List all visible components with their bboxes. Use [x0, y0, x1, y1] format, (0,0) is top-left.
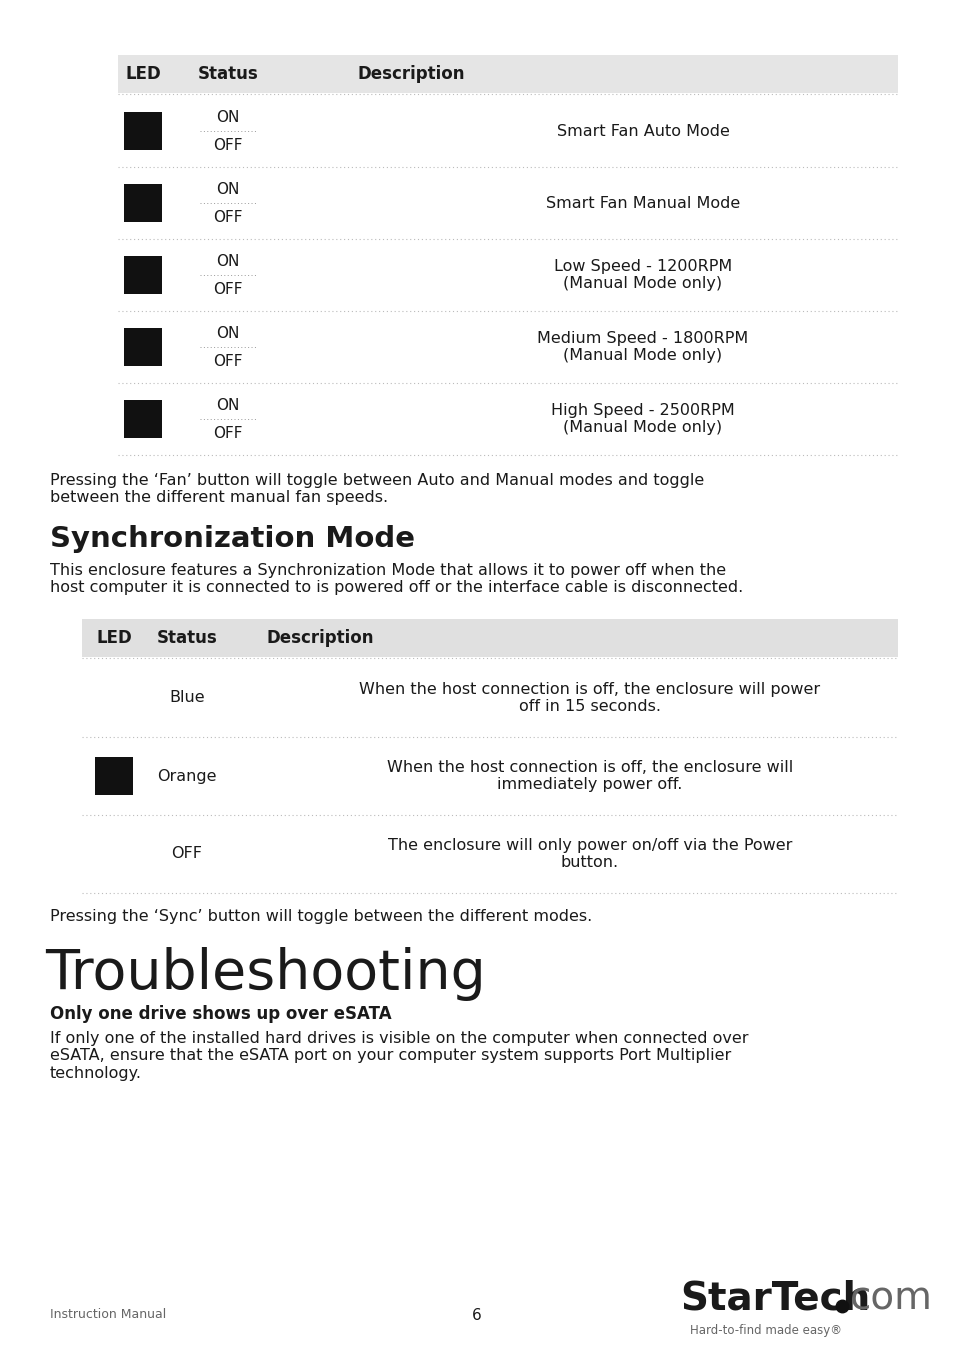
- Text: Description: Description: [357, 65, 465, 83]
- Bar: [124, 112, 162, 151]
- Text: High Speed - 2500RPM
(Manual Mode only): High Speed - 2500RPM (Manual Mode only): [551, 402, 734, 436]
- Text: Orange: Orange: [157, 768, 216, 784]
- Text: Smart Fan Auto Mode: Smart Fan Auto Mode: [556, 124, 729, 139]
- Text: Troubleshooting: Troubleshooting: [45, 947, 485, 1001]
- Text: Pressing the ‘Sync’ button will toggle between the different modes.: Pressing the ‘Sync’ button will toggle b…: [50, 909, 592, 924]
- Text: com: com: [849, 1280, 932, 1318]
- Text: When the host connection is off, the enclosure will
immediately power off.: When the host connection is off, the enc…: [387, 760, 792, 792]
- Text: Low Speed - 1200RPM
(Manual Mode only): Low Speed - 1200RPM (Manual Mode only): [554, 258, 731, 292]
- Text: Status: Status: [156, 629, 217, 647]
- Text: Medium Speed - 1800RPM
(Manual Mode only): Medium Speed - 1800RPM (Manual Mode only…: [537, 331, 748, 363]
- Text: When the host connection is off, the enclosure will power
off in 15 seconds.: When the host connection is off, the enc…: [359, 682, 820, 714]
- Bar: [124, 184, 162, 222]
- Text: Status: Status: [197, 65, 258, 83]
- Bar: [95, 757, 132, 795]
- Text: This enclosure features a Synchronization Mode that allows it to power off when : This enclosure features a Synchronizatio…: [50, 564, 742, 596]
- Text: StarTech: StarTech: [679, 1280, 869, 1318]
- Bar: [118, 55, 897, 93]
- Text: Instruction Manual: Instruction Manual: [50, 1309, 166, 1322]
- Text: ON: ON: [216, 253, 239, 269]
- Text: Description: Description: [267, 629, 375, 647]
- Bar: [82, 619, 897, 656]
- Text: ON: ON: [216, 325, 239, 340]
- Text: ON: ON: [216, 398, 239, 413]
- Text: LED: LED: [96, 629, 132, 647]
- Text: Only one drive shows up over eSATA: Only one drive shows up over eSATA: [50, 1005, 392, 1024]
- Text: ON: ON: [216, 182, 239, 196]
- Text: 6: 6: [472, 1307, 481, 1322]
- Text: OFF: OFF: [213, 137, 242, 152]
- Text: LED: LED: [125, 65, 161, 83]
- Text: The enclosure will only power on/off via the Power
button.: The enclosure will only power on/off via…: [388, 838, 791, 870]
- Text: OFF: OFF: [213, 210, 242, 225]
- Text: Pressing the ‘Fan’ button will toggle between Auto and Manual modes and toggle
b: Pressing the ‘Fan’ button will toggle be…: [50, 473, 703, 506]
- Bar: [124, 328, 162, 366]
- Text: OFF: OFF: [213, 425, 242, 441]
- Text: OFF: OFF: [213, 354, 242, 369]
- Text: ON: ON: [216, 109, 239, 125]
- Text: Hard-to-find made easy®: Hard-to-find made easy®: [689, 1323, 841, 1337]
- Bar: [124, 256, 162, 295]
- Text: Smart Fan Manual Mode: Smart Fan Manual Mode: [545, 195, 740, 211]
- Text: If only one of the installed hard drives is visible on the computer when connect: If only one of the installed hard drives…: [50, 1032, 748, 1081]
- Text: Blue: Blue: [169, 690, 205, 706]
- Text: OFF: OFF: [213, 281, 242, 296]
- Bar: [124, 399, 162, 438]
- Text: OFF: OFF: [172, 846, 202, 862]
- Text: Synchronization Mode: Synchronization Mode: [50, 525, 415, 553]
